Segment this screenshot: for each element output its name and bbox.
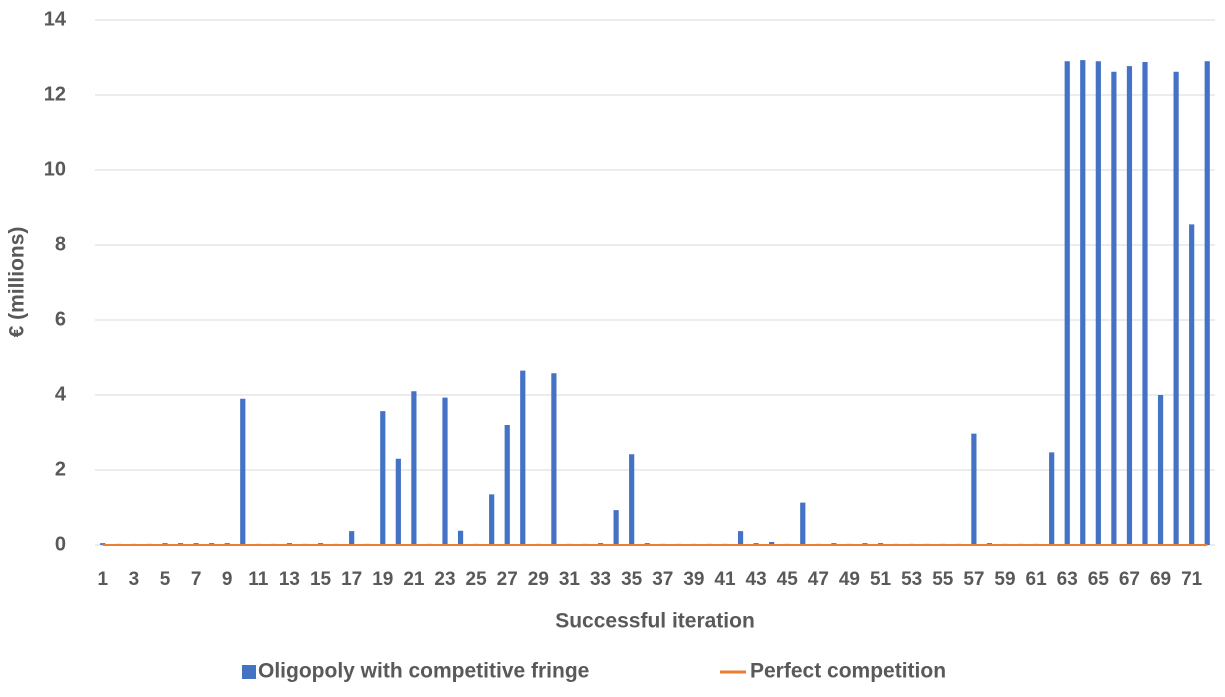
bar [457, 530, 464, 545]
x-tick-label: 35 [621, 569, 643, 590]
x-tick-label: 59 [994, 569, 1015, 590]
bar [520, 370, 526, 545]
bar [395, 458, 401, 545]
x-tick-label: 29 [528, 569, 549, 590]
x-tick-label: 49 [839, 569, 860, 590]
x-tick-label: 11 [248, 569, 269, 590]
x-tick-label: 25 [466, 569, 488, 590]
bar [380, 411, 386, 545]
bar [1111, 71, 1117, 545]
x-tick-label: 9 [222, 569, 233, 590]
x-tick-label: 37 [652, 569, 673, 590]
bar [1095, 61, 1101, 545]
x-tick-label: 69 [1150, 569, 1171, 590]
x-tick-label: 61 [1026, 569, 1048, 590]
x-tick-label: 63 [1057, 569, 1078, 590]
bar [1080, 60, 1086, 545]
x-tick-label: 39 [683, 569, 704, 590]
bar [489, 494, 495, 545]
bar [1126, 66, 1133, 545]
x-tick-label: 55 [932, 569, 954, 590]
x-tick-label: 7 [191, 569, 202, 590]
x-tick-label: 27 [497, 569, 518, 590]
y-tick-label: 4 [55, 383, 67, 405]
x-tick-label: 57 [963, 569, 984, 590]
y-tick-label: 8 [55, 233, 66, 255]
x-tick-label: 51 [870, 569, 892, 590]
bar [442, 397, 448, 545]
x-tick-label: 31 [559, 569, 581, 590]
bar [613, 510, 619, 545]
bar [1204, 61, 1210, 545]
legend-swatch [242, 665, 256, 679]
x-tick-label: 45 [777, 569, 799, 590]
y-tick-label: 12 [44, 83, 66, 105]
x-axis-title: Successful iteration [555, 610, 755, 633]
x-tick-label: 41 [714, 569, 736, 590]
x-tick-label: 43 [746, 569, 767, 590]
x-tick-label: 71 [1181, 569, 1203, 590]
x-tick-label: 23 [434, 569, 455, 590]
bar [629, 454, 635, 545]
bar [769, 542, 775, 545]
bar [551, 373, 557, 545]
bar [737, 531, 744, 545]
y-tick-label: 2 [55, 458, 66, 480]
y-tick-label: 0 [55, 533, 66, 555]
x-tick-label: 13 [279, 569, 300, 590]
bar [1142, 62, 1148, 545]
legend-label: Oligopoly with competitive fringe [258, 660, 589, 683]
bar [504, 425, 510, 545]
bar [1189, 224, 1195, 545]
x-tick-label: 17 [341, 569, 362, 590]
x-tick-label: 53 [901, 569, 922, 590]
bar [1157, 395, 1164, 545]
y-axis-title: € (millions) [6, 227, 29, 338]
x-tick-label: 5 [160, 569, 171, 590]
bar [349, 531, 355, 545]
x-tick-label: 3 [129, 569, 140, 590]
bar [800, 502, 806, 545]
bar [1173, 71, 1179, 545]
bar [971, 433, 977, 545]
y-tick-label: 6 [55, 308, 66, 330]
bar [1064, 61, 1070, 545]
x-tick-label: 21 [403, 569, 425, 590]
x-tick-label: 67 [1119, 569, 1140, 590]
x-tick-label: 1 [97, 569, 108, 590]
x-tick-label: 47 [808, 569, 829, 590]
bar [1049, 452, 1055, 545]
x-tick-label: 33 [590, 569, 611, 590]
x-tick-label: 19 [372, 569, 393, 590]
legend-label: Perfect competition [750, 660, 946, 683]
x-tick-label: 65 [1088, 569, 1110, 590]
bar [240, 398, 246, 545]
bar [411, 391, 417, 545]
y-tick-label: 14 [44, 8, 67, 30]
x-tick-label: 15 [310, 569, 332, 590]
y-tick-label: 10 [44, 158, 66, 180]
